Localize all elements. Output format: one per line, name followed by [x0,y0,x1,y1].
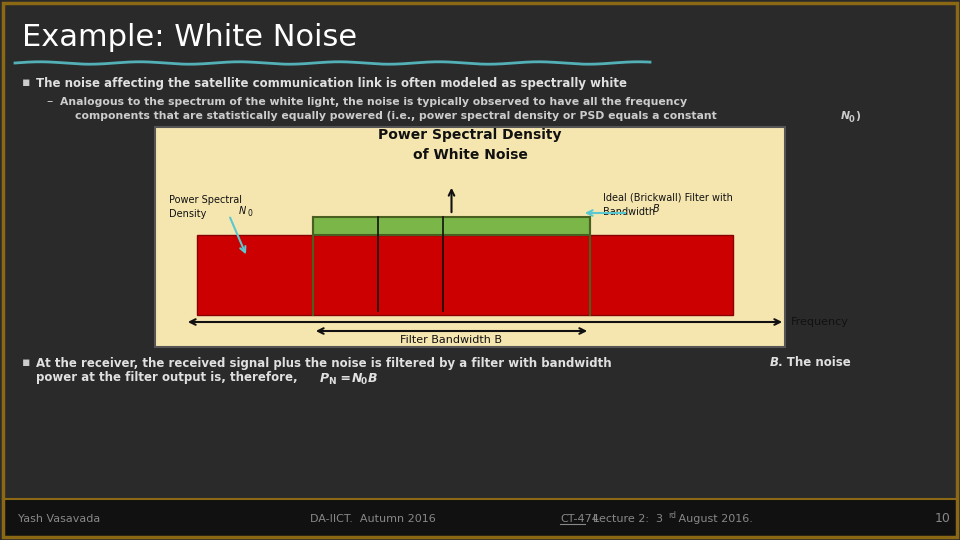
Text: power at the filter output is, therefore,: power at the filter output is, therefore… [36,372,301,384]
Text: B: B [653,204,660,214]
Text: Lecture 2:  3: Lecture 2: 3 [586,514,663,524]
Text: At the receiver, the received signal plus the noise is filtered by a filter with: At the receiver, the received signal plu… [36,356,615,369]
Text: N: N [352,372,363,384]
Text: rd: rd [668,511,676,521]
Text: B: B [770,356,779,369]
Text: ▪: ▪ [22,356,31,369]
Text: DA-IICT.  Autumn 2016: DA-IICT. Autumn 2016 [310,514,436,524]
Text: components that are statistically equally powered (i.e., power spectral density : components that are statistically equall… [75,111,721,121]
Text: P: P [320,372,329,384]
Text: 0: 0 [849,114,854,124]
Text: =: = [336,372,355,384]
Bar [3,499,957,537]
Text: 10: 10 [935,512,950,525]
Text: August 2016.: August 2016. [675,514,753,524]
Text: N: N [841,111,851,121]
Bar [313,217,590,235]
Text: Analogous to the spectrum of the white light, the noise is typically observed to: Analogous to the spectrum of the white l… [60,97,687,107]
Text: B: B [368,372,377,384]
Text: Frequency: Frequency [791,317,849,327]
Text: ▪: ▪ [22,77,31,90]
Text: ): ) [855,111,860,121]
Text: 0: 0 [361,376,367,386]
Text: CT-474: CT-474 [560,514,599,524]
Text: Power Spectral Density
of White Noise: Power Spectral Density of White Noise [378,128,562,162]
Bar [197,235,733,315]
Text: Filter Bandwidth B: Filter Bandwidth B [400,335,502,345]
Bar [155,127,785,347]
Text: Yash Vasavada: Yash Vasavada [18,514,100,524]
Text: 0: 0 [247,210,252,219]
Text: –: – [46,96,52,109]
Text: Power Spectral
Density: Power Spectral Density [169,195,242,219]
Text: N: N [239,206,247,216]
Text: . The noise: . The noise [778,356,851,369]
Text: Example: White Noise: Example: White Noise [22,23,357,51]
Text: N: N [328,376,336,386]
Text: Ideal (Brickwall) Filter with
Bandwidth: Ideal (Brickwall) Filter with Bandwidth [603,193,732,217]
Text: The noise affecting the satellite communication link is often modeled as spectra: The noise affecting the satellite commun… [36,77,627,90]
